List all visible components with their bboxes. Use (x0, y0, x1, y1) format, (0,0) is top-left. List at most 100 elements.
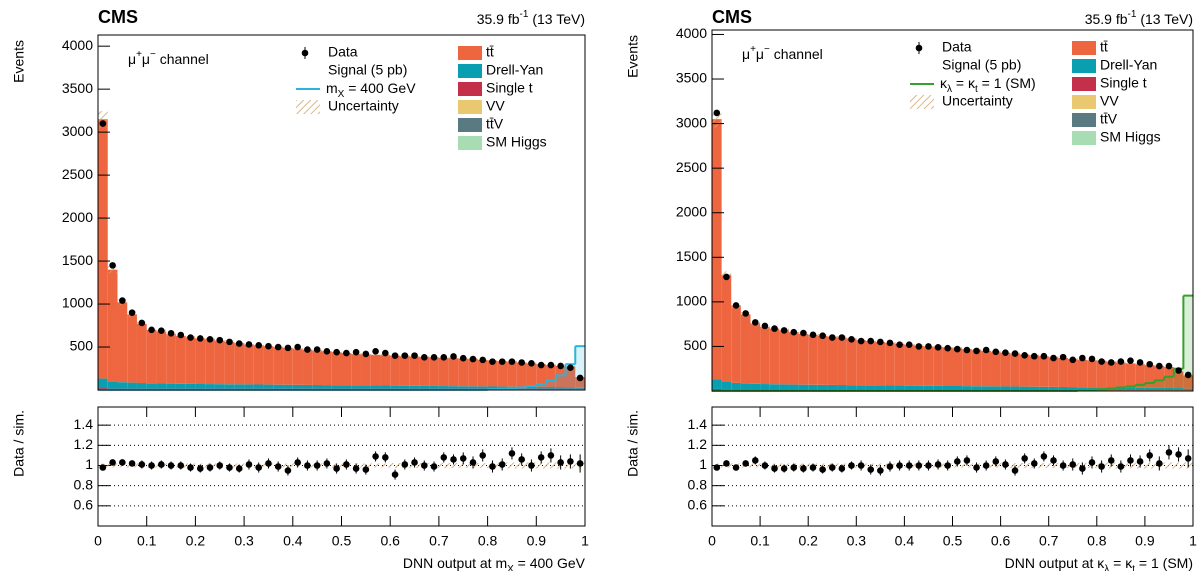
stack-bar (731, 305, 741, 383)
text-part: 35.9 fb (477, 11, 520, 27)
data-point (274, 343, 282, 351)
stack-bar (399, 356, 410, 386)
data-point (1165, 362, 1173, 370)
stack-bar (1000, 352, 1011, 387)
stack-bar (565, 388, 576, 390)
data-point (547, 361, 555, 369)
stack-bar (136, 323, 147, 384)
stack-bar (127, 382, 137, 389)
ratio-point (1146, 452, 1154, 459)
stack-bar (546, 388, 556, 390)
data-point (109, 262, 116, 269)
signal-fill (1125, 386, 1136, 391)
data-point (362, 350, 370, 358)
x-tick-label: 0.7 (429, 533, 449, 549)
x-tick-label: 0.3 (847, 533, 867, 549)
stack-bar (234, 343, 245, 385)
stack-bar (98, 388, 108, 390)
stack-bar (1173, 371, 1184, 389)
x-tick-label: 0.9 (1135, 533, 1155, 549)
stack-bar (856, 340, 866, 386)
data-point (411, 352, 418, 359)
stack-bar (107, 269, 118, 382)
ratio-point (761, 462, 769, 469)
stack-bar (1048, 386, 1059, 390)
text-part: μ (142, 51, 150, 67)
text-part: X (507, 564, 514, 571)
ratio-point (274, 463, 282, 470)
ratio-point (128, 460, 136, 467)
plot-frame (97, 406, 586, 527)
stack-bar (536, 386, 547, 389)
stack-bar (750, 323, 761, 384)
stack-bar (1019, 386, 1030, 390)
stack-bar (195, 383, 206, 389)
ratio-point (343, 461, 350, 468)
ratio-point (771, 465, 778, 472)
stack-bar (788, 332, 799, 385)
stack-bar (885, 342, 895, 386)
y-tick-label: 1000 (62, 295, 93, 311)
data-point (235, 340, 243, 347)
stack-bar (565, 366, 576, 388)
y-tick-label: 1500 (676, 248, 707, 264)
stack-bar (205, 339, 215, 385)
stack-bar (779, 384, 789, 390)
stack-bar (817, 384, 828, 390)
text-part: -1 (1128, 9, 1137, 20)
uncertainty-band (1019, 462, 1030, 469)
legend-label: tt̄V (486, 116, 504, 132)
ratio-point (187, 464, 194, 471)
stack-bar (429, 385, 439, 389)
ratio-point (838, 465, 846, 472)
legend-label: tt̄ (1100, 39, 1108, 55)
y-tick-label: 0.6 (74, 497, 94, 513)
data-point (751, 319, 759, 326)
data-point (469, 355, 477, 363)
ratio-point (459, 455, 467, 462)
ratio-point (362, 466, 370, 473)
ratio-point (742, 460, 749, 467)
ratio-point (333, 465, 340, 472)
ratio-point (1011, 467, 1019, 474)
stack-bar (322, 351, 332, 386)
x-tick-label: 0.5 (943, 533, 963, 549)
stack-bar (214, 384, 225, 389)
ratio-point (352, 465, 360, 472)
stack-bar (360, 354, 371, 386)
y-axis-label: Events (11, 40, 27, 83)
y-tick-label: 1000 (676, 293, 707, 309)
data-point (1127, 357, 1134, 364)
ratio-point (963, 457, 971, 464)
data-point (518, 359, 525, 366)
stack-bar (409, 385, 420, 389)
legend-swatch (1072, 95, 1096, 109)
stack-bar (1048, 357, 1059, 387)
ratio-point (469, 459, 477, 466)
stack-bar (419, 385, 430, 389)
y-tick-label: 4000 (62, 37, 93, 53)
ratio-point (1165, 449, 1173, 456)
title: CMS (712, 7, 752, 27)
stack-bar (302, 349, 313, 385)
y-tick-label: 2000 (676, 203, 707, 219)
stack-bar (127, 314, 137, 383)
stack-bar (438, 386, 449, 389)
y-axis-label: Events (625, 35, 641, 78)
annotation: μ+μ− channel (128, 49, 209, 67)
stack-bar (175, 335, 186, 384)
stack-bar (146, 383, 157, 389)
stack-bar (904, 385, 915, 390)
text-part: = 400 GeV (514, 555, 586, 571)
ratio-point (528, 462, 535, 469)
data-point (245, 341, 253, 348)
text-part: μ (742, 46, 750, 62)
data-point (992, 348, 1000, 356)
legend-label: VV (486, 98, 505, 114)
text-part: κ (940, 75, 948, 91)
x-tick-label: 1 (1189, 533, 1197, 549)
stack-bar (351, 353, 361, 386)
y-axis-label: Data / sim. (625, 410, 641, 477)
text-part: = 400 GeV (344, 80, 416, 96)
ratio-point (1040, 453, 1048, 460)
